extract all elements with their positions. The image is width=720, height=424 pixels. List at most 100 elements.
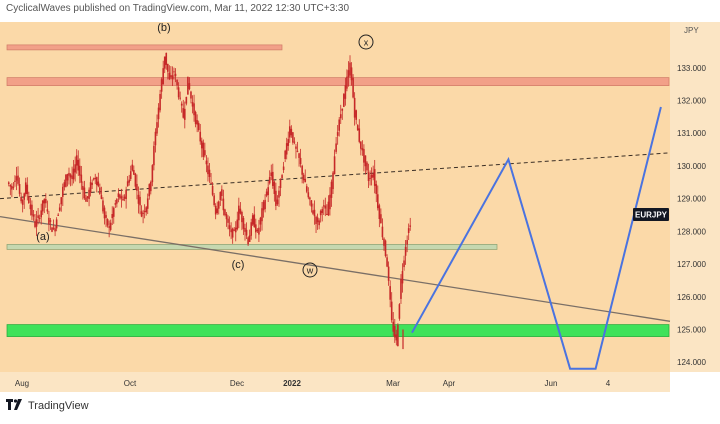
candle-body: [131, 164, 134, 171]
candle-body: [208, 169, 211, 177]
candle-body: [347, 70, 350, 78]
candle-body: [397, 325, 399, 347]
candle-body: [242, 217, 245, 229]
candle-body: [372, 173, 374, 178]
candle-body: [355, 110, 357, 120]
candle-body: [255, 224, 257, 233]
candle-body: [100, 195, 103, 199]
time-tick-label: 2022: [283, 379, 301, 388]
candle-body: [381, 226, 384, 238]
candle-body: [92, 178, 95, 180]
candle-body: [191, 102, 194, 107]
candle-body: [173, 71, 175, 73]
candle-body: [227, 218, 229, 223]
candle-body: [239, 208, 242, 214]
symbol-label: EURJPY: [635, 211, 668, 220]
candle-body: [245, 229, 248, 236]
candle-body: [80, 174, 83, 183]
candle-body: [407, 228, 410, 233]
candle-body: [99, 187, 101, 195]
descending-trendline: [0, 215, 671, 322]
candle-body: [205, 160, 208, 165]
time-tick-label: Apr: [443, 379, 456, 388]
candle-body: [273, 181, 276, 194]
candle-body: [248, 235, 251, 242]
candle-body: [129, 171, 132, 179]
tradingview-footer[interactable]: TradingView: [6, 399, 89, 413]
candle-body: [88, 189, 90, 200]
candle-body: [393, 325, 396, 338]
candle-body: [369, 177, 371, 179]
candle-body: [282, 166, 285, 171]
candle-body: [46, 209, 49, 212]
candle-body: [156, 122, 158, 134]
candle-body: [256, 229, 259, 232]
candle-body: [43, 199, 46, 204]
candle-body: [49, 220, 52, 222]
candle-body: [106, 219, 109, 226]
candle-body: [378, 205, 381, 220]
candle-body: [299, 157, 302, 165]
candle-body: [409, 225, 412, 227]
candle-body: [358, 128, 361, 142]
resistance-zone: [6, 77, 670, 86]
candle-body: [187, 76, 189, 95]
candle-body: [182, 108, 185, 118]
time-tick-label: Oct: [124, 379, 137, 388]
candle-body: [196, 120, 198, 125]
candle-body: [395, 334, 398, 341]
candle-body: [193, 103, 195, 116]
candle-body: [343, 94, 345, 107]
candle-body: [261, 208, 263, 222]
candle-body: [170, 75, 172, 78]
candle-body: [398, 304, 401, 319]
wave-circle-w: [302, 262, 318, 278]
candle-body: [171, 75, 174, 80]
candle-body: [276, 199, 279, 205]
candle-body: [108, 226, 110, 228]
candle-body: [353, 97, 356, 118]
blue-projection-path: [411, 106, 662, 370]
candle-body: [400, 279, 402, 299]
candle-body: [202, 142, 205, 157]
candle-body: [18, 184, 21, 194]
candle-body: [69, 174, 72, 178]
candle-body: [23, 193, 26, 200]
time-tick-label: Dec: [230, 379, 244, 388]
candle-body: [26, 184, 29, 194]
candle-body: [236, 219, 239, 230]
candle-body: [145, 207, 147, 213]
candle-body: [7, 182, 10, 184]
wave-label: (b): [157, 22, 170, 34]
price-tick-label: 125.000: [677, 325, 706, 334]
axis-badges: EURJPY: [633, 208, 669, 221]
candle-body: [285, 143, 288, 155]
price-tick-label: 128.000: [677, 227, 706, 236]
candle-body: [82, 185, 84, 190]
candle-body: [335, 143, 337, 152]
candle-body: [247, 237, 249, 245]
wave-label-x: x: [364, 38, 369, 48]
wave-labels: (a) (b) (c) x w: [36, 22, 374, 278]
price-tick-label: 133.000: [677, 64, 706, 73]
candle-body: [231, 228, 234, 238]
candle-body: [12, 186, 15, 188]
price-tick-label: 130.000: [677, 162, 706, 171]
candle-body: [313, 209, 316, 217]
candle-body: [60, 197, 63, 205]
candle-body: [177, 87, 180, 98]
candle-body: [103, 207, 106, 219]
candle-body: [159, 93, 161, 111]
candle-body: [157, 107, 160, 120]
candle-body: [139, 196, 141, 206]
candle-body: [326, 213, 328, 215]
wave-circle-x: [358, 34, 374, 50]
candle-body: [244, 227, 246, 232]
candle-body: [109, 222, 112, 230]
candle-body: [11, 185, 13, 190]
candle-body: [288, 126, 291, 138]
candle-body: [185, 96, 188, 104]
candle-body: [28, 196, 30, 204]
candle-body: [35, 219, 38, 227]
